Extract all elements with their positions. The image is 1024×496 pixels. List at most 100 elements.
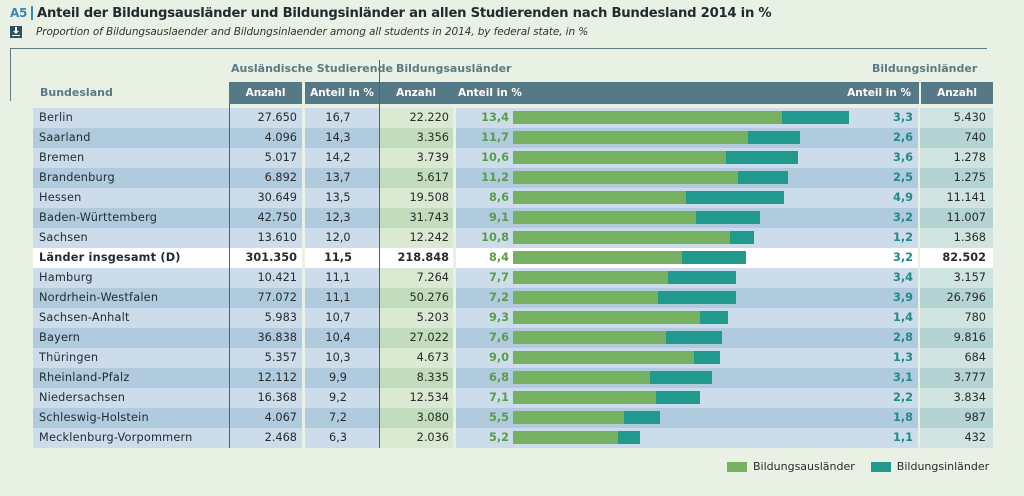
legend-label: Bildungsausländer [753,460,855,473]
cell-anzahl-auslaendische: 4.096 [264,131,297,144]
row-name: Niedersachsen [39,391,126,404]
cell-anzahl-auslaendische: 301.350 [245,251,297,264]
cell-anteil-auslaendische: 11,1 [325,271,351,284]
cell-anzahl-auslaendische: 77.072 [257,291,297,304]
cell-anteil-bildungsauslaender: 11,7 [481,131,509,144]
header-anteil-bildungsinlaender: Anteil in % [847,87,911,99]
figure-subtitle: Proportion of Bildungsauslaender and Bil… [36,26,589,38]
cell-separator [453,348,456,368]
row-background-bildungsauslaender-anzahl [379,228,453,248]
cell-anteil-bildungsauslaender: 5,5 [488,411,509,424]
row-background-bildungsauslaender-anzahl [379,268,453,288]
legend-item-bildungsauslaender: Bildungsausländer [727,460,855,473]
cell-anteil-bildungsauslaender: 10,8 [481,231,509,244]
cell-anteil-auslaendische: 14,2 [325,151,351,164]
bar-bildungsauslaender [513,371,650,384]
cell-anzahl-auslaendische: 5.017 [264,151,297,164]
cell-anteil-auslaendische: 10,3 [325,351,351,364]
row-background-bildungsauslaender-anzahl [379,288,453,308]
title-separator [31,6,34,20]
cell-anzahl-auslaendische: 10.421 [257,271,297,284]
cell-separator [302,348,305,368]
cell-anteil-bildungsinlaender: 1,2 [892,231,913,244]
cell-anteil-bildungsinlaender: 3,2 [892,211,913,224]
row-name: Rheinland-Pfalz [39,371,130,384]
bar-bildungsinlaender [665,331,723,344]
table-row: Rheinland-Pfalz 12.112 9,9 8.335 6,8 3,1 3.777 [33,368,993,388]
cell-separator [453,208,456,228]
row-name: Hessen [39,191,82,204]
bar-bildungsinlaender [685,191,785,204]
cell-anteil-bildungsauslaender: 11,2 [481,171,509,184]
cell-anzahl-bildungsauslaender: 12.534 [409,391,449,404]
cell-anzahl-bildungsinlaender: 9.816 [953,331,986,344]
bar-bildungsinlaender [649,371,712,384]
cell-separator [453,308,456,328]
cell-anteil-bildungsinlaender: 3,6 [892,151,913,164]
row-background-bildungsinlaender-anzahl [920,148,993,168]
cell-anteil-auslaendische: 11,5 [324,251,352,264]
bar-bildungsinlaender [693,351,721,364]
row-background-bildungsauslaender-anzahl [379,248,453,268]
table-row: Bayern 36.838 10,4 27.022 7,6 2,8 9.816 [33,328,993,348]
bar-bildungsinlaender [748,131,801,144]
cell-anzahl-bildungsauslaender: 12.242 [409,231,449,244]
row-background-bildungsinlaender-anzahl [920,248,993,268]
legend-swatch-bildungsinlaender [870,461,891,472]
cell-anzahl-bildungsinlaender: 3.157 [953,271,986,284]
cell-anzahl-bildungsauslaender: 31.743 [409,211,449,224]
header-anteil-bildungsauslaender: Anteil in % [452,82,919,104]
bar-bildungsinlaender [617,431,640,444]
table-row: Nordrhein-Westfalen 77.072 11,1 50.276 7,2 3,… [33,288,993,308]
cell-anzahl-bildungsinlaender: 684 [964,351,986,364]
cell-anteil-bildungsauslaender: 7,6 [488,331,509,344]
cell-anteil-bildungsauslaender: 10,6 [481,151,509,164]
cell-anteil-bildungsauslaender: 8,4 [488,251,509,264]
row-background-bildungsinlaender-anzahl [920,348,993,368]
row-background-bildungsauslaender-anzahl [379,308,453,328]
row-name: Baden-Württemberg [39,211,158,224]
table-row: Thüringen 5.357 10,3 4.673 9,0 1,3 684 [33,348,993,368]
row-background [33,408,918,428]
row-background-bildungsinlaender-anzahl [920,408,993,428]
cell-anteil-bildungsauslaender: 13,4 [481,111,509,124]
row-background-bildungsinlaender-anzahl [920,228,993,248]
row-name: Länder insgesamt (D) [39,251,181,264]
row-background-bildungsauslaender-anzahl [379,188,453,208]
download-icon[interactable] [10,26,22,38]
row-name: Hamburg [39,271,93,284]
cell-anteil-auslaendische: 6,3 [329,431,347,444]
cell-anzahl-auslaendische: 6.892 [264,171,297,184]
cell-separator [453,188,456,208]
figure-subtitle-row: Proportion of Bildungsauslaender and Bil… [10,24,588,40]
cell-anzahl-bildungsauslaender: 8.335 [416,371,449,384]
cell-anteil-bildungsinlaender: 4,9 [892,191,913,204]
cell-anzahl-bildungsauslaender: 218.848 [397,251,449,264]
cell-anzahl-auslaendische: 27.650 [257,111,297,124]
bar-bildungsinlaender [667,271,737,284]
bar-bildungsinlaender [655,391,700,404]
cell-anzahl-auslaendische: 5.983 [264,311,297,324]
cell-separator [302,268,305,288]
cell-anteil-auslaendische: 16,7 [325,111,351,124]
row-background-bildungsauslaender-anzahl [379,328,453,348]
cell-separator [453,168,456,188]
cell-anteil-bildungsinlaender: 3,1 [892,371,913,384]
header-anzahl-bildungsauslaender: Anzahl [380,82,452,104]
row-background-bildungsinlaender-anzahl [920,108,993,128]
cell-separator [302,128,305,148]
bar-bildungsauslaender [513,251,682,264]
cell-anteil-bildungsinlaender: 1,4 [892,311,913,324]
cell-separator [453,288,456,308]
bar-bildungsauslaender [513,391,656,404]
cell-anzahl-bildungsauslaender: 5.203 [416,311,449,324]
table-row: Hamburg 10.421 11,1 7.264 7,7 3,4 3.157 [33,268,993,288]
header-anteil-auslaendische: Anteil in % [305,82,379,104]
row-background-bildungsinlaender-anzahl [920,368,993,388]
row-name: Sachsen [39,231,88,244]
legend-label: Bildungsinländer [896,460,990,473]
row-background-bildungsauslaender-anzahl [379,168,453,188]
cell-separator [302,168,305,188]
group-label-bildungsinlaender: Bildungsinländer [872,62,978,75]
row-name: Brandenburg [39,171,115,184]
